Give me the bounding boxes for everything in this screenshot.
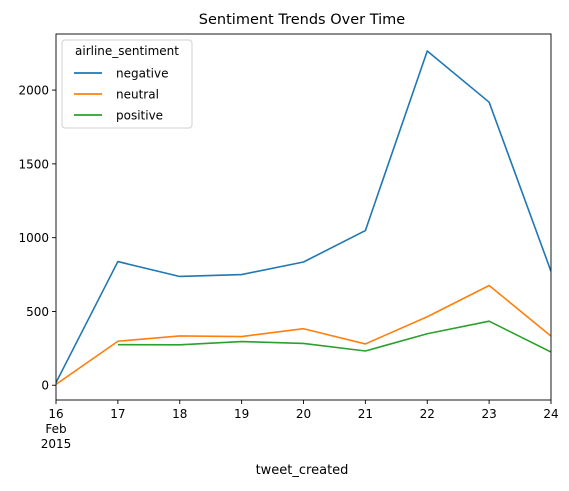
x-tick-label: 19 [234,407,249,421]
x-tick-label: Feb [45,422,66,436]
y-tick-label: 2000 [18,84,49,98]
x-tick-label: 20 [296,407,311,421]
x-tick-label: 18 [172,407,187,421]
legend-box [61,39,193,129]
y-tick-label: 1000 [18,231,49,245]
x-tick-label: 17 [110,407,125,421]
y-tick-label: 1500 [18,157,49,171]
legend-label-negative: negative [116,67,168,81]
x-tick-label: 22 [420,407,435,421]
series-line-negative [56,50,551,383]
legend-label-neutral: neutral [116,88,159,102]
x-tick-label: 21 [358,407,373,421]
y-tick-label: 500 [26,305,49,319]
x-tick-label: 2015 [41,437,72,451]
x-tick-label: 24 [543,407,558,421]
legend-label-positive: positive [116,109,163,123]
legend-title: airline_sentiment [75,44,179,58]
chart-title: Sentiment Trends Over Time [199,12,405,28]
plot-area [56,50,551,386]
y-tick-label: 0 [41,379,49,393]
x-tick-label: 16 [48,407,63,421]
series-line-neutral [56,284,551,386]
legend: airline_sentiment negative neutral positive [61,39,193,129]
series-line-positive [117,320,551,353]
x-axis-label: tweet_created [256,463,349,478]
x-tick-label: 23 [481,407,496,421]
